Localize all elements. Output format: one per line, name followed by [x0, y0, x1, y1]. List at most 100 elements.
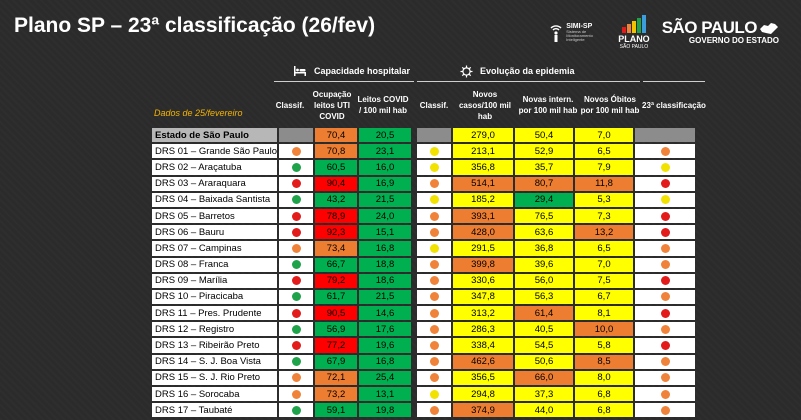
- sp-map-icon: [760, 22, 778, 34]
- header-occupancy: Ocupação leitos UTI COVID: [312, 89, 352, 121]
- region-name: DRS 05 – Barretos: [152, 208, 277, 224]
- classif-capacity-cell: [279, 241, 313, 256]
- new-cases-cell: 393,1: [453, 208, 513, 224]
- classif-capacity-cell: [279, 128, 313, 143]
- region-name: DRS 15 – S. J. Rio Preto: [152, 370, 277, 385]
- classification-dot-icon: [429, 373, 439, 383]
- table-row: DRS 06 – Bauru 92,3 15,1 428,0 63,6 13,2: [152, 225, 695, 240]
- new-intern-cell: 56,3: [515, 289, 573, 305]
- classification-23-cell: [635, 370, 695, 385]
- occupancy-cell: 73,4: [315, 241, 357, 256]
- region-name: DRS 16 – Sorocaba: [152, 387, 277, 402]
- classification-dot-icon: [429, 276, 439, 286]
- classification-dot-icon: [429, 179, 439, 189]
- beds-cell: 16,9: [359, 176, 411, 191]
- classification-dot-icon: [291, 357, 301, 367]
- new-deaths-cell: 7,5: [575, 273, 633, 288]
- classif-evolution-cell: [417, 322, 451, 337]
- classif-capacity-cell: [279, 160, 313, 175]
- capacity-section-header: Capacidade hospitalar: [293, 64, 410, 78]
- table-row: DRS 08 – Franca 66,7 18,8 399,8 39,6 7,0: [152, 257, 695, 272]
- classification-dot-icon: [291, 276, 301, 286]
- occupancy-cell: 43,2: [315, 192, 357, 207]
- table-row: DRS 05 – Barretos 78,9 24,0 393,1 76,5 7,3: [152, 208, 695, 224]
- table-row: DRS 02 – Araçatuba 60,5 16,0 356,8 35,7 7,9: [152, 160, 695, 175]
- header-classif-evolution: Classif.: [419, 100, 449, 110]
- new-intern-cell: 29,4: [515, 192, 573, 207]
- classif-evolution-cell: [417, 289, 451, 305]
- new-deaths-cell: 7,9: [575, 160, 633, 175]
- new-cases-cell: 294,8: [453, 387, 513, 402]
- new-deaths-cell: 11,8: [575, 176, 633, 191]
- new-deaths-cell: 8,0: [575, 370, 633, 385]
- classification-dot-icon: [660, 276, 670, 286]
- beds-cell: 21,5: [359, 289, 411, 305]
- gov-subtitle: GOVERNO DO ESTADO: [688, 35, 779, 45]
- classif-capacity-cell: [279, 208, 313, 224]
- classif-evolution-cell: [417, 306, 451, 321]
- bars-icon: [621, 14, 646, 33]
- simi-sp-logo: SIMI-SP Sistema de Monitoramento Intelig…: [549, 21, 606, 43]
- plano-title: PLANO: [618, 33, 650, 44]
- occupancy-cell: 77,2: [315, 338, 357, 353]
- page-title: Plano SP – 23ª classificação (26/fev): [14, 14, 376, 37]
- classification-dot-icon: [429, 243, 439, 253]
- beds-cell: 18,6: [359, 273, 411, 288]
- classification-dot-icon: [660, 341, 670, 351]
- classification-dot-icon: [660, 243, 670, 253]
- classification-23-cell: [635, 322, 695, 337]
- classification-dot-icon: [660, 162, 670, 172]
- classif-evolution-cell: [417, 257, 451, 272]
- classification-dot-icon: [291, 341, 301, 351]
- classification-dot-icon: [291, 146, 301, 156]
- classification-dot-icon: [660, 227, 670, 237]
- classif-capacity-cell: [279, 403, 313, 418]
- region-name: DRS 12 – Registro: [152, 322, 277, 337]
- classif-capacity-cell: [279, 257, 313, 272]
- classification-dot-icon: [660, 292, 670, 302]
- classif-evolution-cell: [417, 144, 451, 159]
- evolution-divider: [417, 81, 640, 82]
- classification-23-cell: [635, 403, 695, 418]
- new-cases-cell: 374,9: [453, 403, 513, 418]
- new-intern-cell: 40,5: [515, 322, 573, 337]
- occupancy-cell: 59,1: [315, 403, 357, 418]
- region-name: DRS 07 – Campinas: [152, 241, 277, 256]
- classification-dot-icon: [429, 260, 439, 270]
- classification-dot-icon: [660, 373, 670, 383]
- table-row: DRS 10 – Piracicaba 61,7 21,5 347,8 56,3 6,7: [152, 289, 695, 305]
- classif-evolution-cell: [417, 160, 451, 175]
- region-name: DRS 09 – Marília: [152, 273, 277, 288]
- classification-dot-icon: [291, 260, 301, 270]
- beds-cell: 18,8: [359, 257, 411, 272]
- beds-cell: 14,6: [359, 306, 411, 321]
- classif-capacity-cell: [279, 387, 313, 402]
- new-deaths-cell: 6,8: [575, 387, 633, 402]
- classif-evolution-cell: [417, 241, 451, 256]
- new-cases-cell: 313,2: [453, 306, 513, 321]
- classification-dot-icon: [660, 389, 670, 399]
- new-deaths-cell: 7,0: [575, 128, 633, 143]
- logo-bar: SIMI-SP Sistema de Monitoramento Intelig…: [549, 12, 779, 52]
- table-row: DRS 07 – Campinas 73,4 16,8 291,5 36,8 6,5: [152, 241, 695, 256]
- new-cases-cell: 213,1: [453, 144, 513, 159]
- evolution-section-header: Evolução da epidemia: [460, 64, 575, 78]
- gov-title: SÃO PAULO: [662, 19, 779, 36]
- classification-23-cell: [635, 160, 695, 175]
- classif-capacity-cell: [279, 338, 313, 353]
- table-row: DRS 14 – S. J. Boa Vista 67,9 16,8 462,6 50,…: [152, 354, 695, 369]
- classification-dot-icon: [291, 373, 301, 383]
- new-deaths-cell: 7,0: [575, 257, 633, 272]
- new-intern-cell: 50,4: [515, 128, 573, 143]
- classification-dot-icon: [429, 357, 439, 367]
- occupancy-cell: 56,9: [315, 322, 357, 337]
- new-intern-cell: 50,6: [515, 354, 573, 369]
- new-deaths-cell: 6,7: [575, 289, 633, 305]
- header-classif-capacity: Classif.: [275, 100, 305, 110]
- occupancy-cell: 90,5: [315, 306, 357, 321]
- classification-dot-icon: [660, 324, 670, 334]
- classification-23-cell: [635, 128, 695, 143]
- classification-dot-icon: [429, 292, 439, 302]
- new-cases-cell: 279,0: [453, 128, 513, 143]
- classification-dot-icon: [291, 179, 301, 189]
